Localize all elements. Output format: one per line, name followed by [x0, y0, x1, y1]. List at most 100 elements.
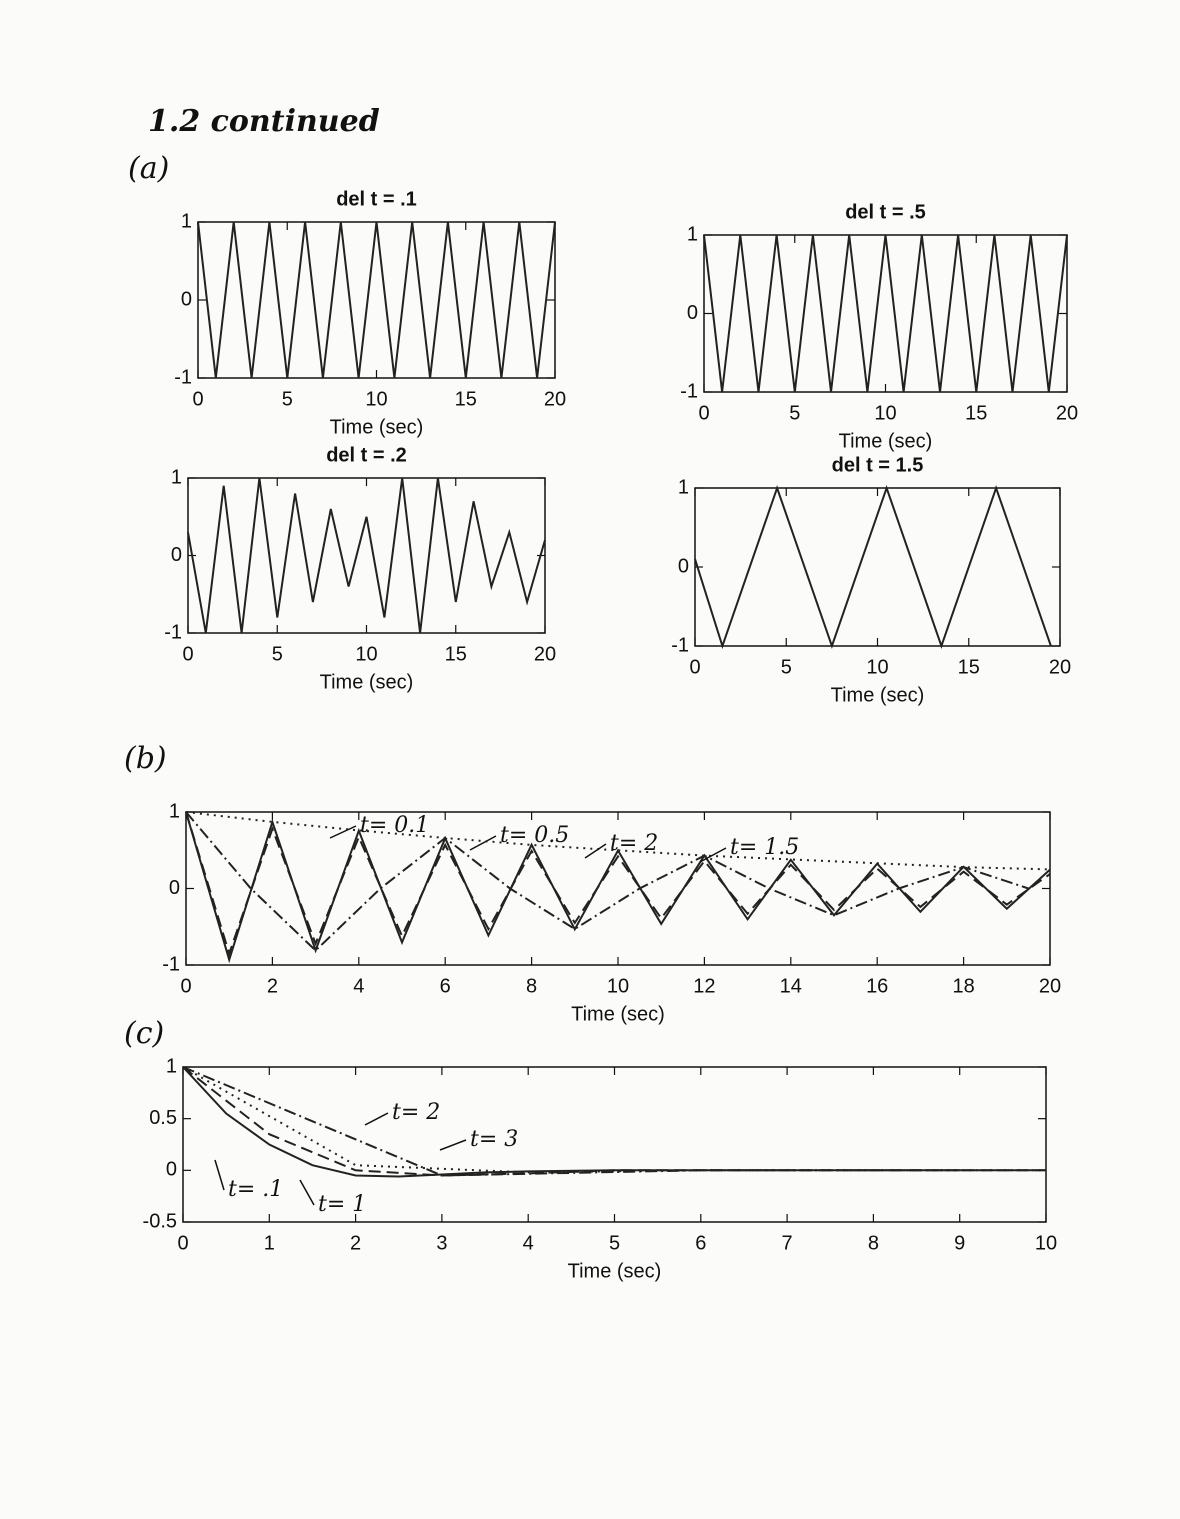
annotation-leader — [364, 1112, 389, 1126]
chart-title: del t = .2 — [326, 444, 407, 466]
y-tick-label: 0.5 — [149, 1107, 177, 1129]
x-tick-label: 20 — [534, 643, 556, 665]
section-label: (c) — [124, 1016, 164, 1051]
page-heading: 1.2 continued — [148, 104, 380, 139]
x-axis-label: Time (sec) — [330, 416, 424, 438]
section-label: (b) — [124, 741, 167, 776]
x-tick-label: 5 — [609, 1232, 620, 1254]
x-tick-label: 15 — [445, 643, 467, 665]
x-tick-label: 20 — [1049, 656, 1071, 678]
x-tick-label: 10 — [1035, 1232, 1057, 1254]
data-line — [187, 477, 546, 634]
x-tick-label: 0 — [177, 1232, 188, 1254]
x-axis-label: Time (sec) — [320, 671, 414, 693]
y-tick-label: -1 — [164, 621, 182, 643]
annotation-leader — [584, 843, 607, 859]
x-tick-label: 8 — [868, 1232, 879, 1254]
data-line — [185, 811, 1029, 952]
data-line — [182, 1066, 960, 1177]
section-label: (a) — [128, 151, 169, 186]
y-tick-label: 0 — [169, 877, 180, 899]
y-tick-label: 0 — [687, 302, 698, 324]
y-tick-label: 1 — [169, 800, 180, 822]
x-tick-label: 8 — [526, 975, 537, 997]
x-axis-label: Time (sec) — [831, 684, 925, 706]
data-line — [197, 221, 556, 379]
y-tick-label: -1 — [174, 366, 192, 388]
annotation-leader — [699, 847, 727, 863]
x-tick-label: 0 — [192, 388, 203, 410]
y-tick-label: -1 — [680, 380, 698, 402]
y-tick-label: 0 — [181, 288, 192, 310]
y-tick-label: 1 — [678, 476, 689, 498]
series-annotation: t= 0.5 — [500, 823, 569, 848]
x-tick-label: 10 — [355, 643, 377, 665]
y-tick-label: -0.5 — [143, 1210, 177, 1232]
annotation-leader — [299, 1179, 315, 1206]
series-annotation: t= .1 — [228, 1177, 283, 1202]
x-tick-label: 15 — [965, 402, 987, 424]
x-tick-label: 1 — [264, 1232, 275, 1254]
x-tick-label: 0 — [698, 402, 709, 424]
y-tick-label: -1 — [162, 953, 180, 975]
chart-title: del t = 1.5 — [832, 454, 924, 476]
y-tick-label: 1 — [181, 210, 192, 232]
x-tick-label: 10 — [874, 402, 896, 424]
x-tick-label: 10 — [866, 656, 888, 678]
chart: Time (sec)0 1 2 3 4 5 6 7 8 9 10-0.500.51t= .1t= 1… — [143, 1055, 1058, 1282]
x-tick-label: 5 — [781, 656, 792, 678]
x-tick-label: 0 — [689, 656, 700, 678]
y-tick-label: 1 — [171, 466, 182, 488]
y-tick-label: 1 — [687, 223, 698, 245]
x-tick-label: 7 — [782, 1232, 793, 1254]
chart-title: del t = .5 — [845, 201, 926, 223]
y-tick-label: -1 — [671, 634, 689, 656]
x-tick-label: 5 — [789, 402, 800, 424]
x-tick-label: 2 — [350, 1232, 361, 1254]
y-tick-label: 0 — [166, 1159, 177, 1181]
series-annotation: t= 2 — [392, 1100, 440, 1125]
series-annotation: t= 2 — [610, 831, 658, 856]
x-tick-label: 6 — [695, 1232, 706, 1254]
annotation-leader — [469, 835, 497, 851]
x-tick-label: 12 — [693, 975, 715, 997]
x-tick-label: 4 — [353, 975, 364, 997]
x-axis-label: Time (sec) — [571, 1003, 665, 1025]
chart-title: del t = .1 — [336, 188, 417, 210]
data-line — [185, 811, 1051, 871]
x-tick-label: 20 — [1039, 975, 1061, 997]
x-tick-label: 4 — [523, 1232, 534, 1254]
x-axis-label: Time (sec) — [839, 430, 933, 452]
x-tick-label: 3 — [436, 1232, 447, 1254]
data-line — [185, 811, 1051, 957]
x-tick-label: 20 — [1056, 402, 1078, 424]
y-tick-label: 0 — [171, 544, 182, 566]
annotation-leader — [214, 1159, 225, 1191]
x-tick-label: 9 — [954, 1232, 965, 1254]
series-annotation: t= 1.5 — [730, 835, 799, 860]
x-tick-label: 16 — [866, 975, 888, 997]
data-line — [694, 484, 1052, 650]
data-line — [703, 234, 1068, 393]
x-tick-label: 0 — [182, 643, 193, 665]
x-tick-label: 10 — [607, 975, 629, 997]
annotation-leader — [439, 1139, 467, 1151]
series-annotation: t= 3 — [470, 1127, 518, 1152]
y-tick-label: 1 — [166, 1055, 177, 1077]
x-tick-label: 2 — [267, 975, 278, 997]
x-tick-label: 10 — [365, 388, 387, 410]
x-tick-label: 5 — [272, 643, 283, 665]
series-annotation: t= 0.1 — [360, 813, 429, 838]
x-tick-label: 14 — [780, 975, 802, 997]
x-tick-label: 0 — [180, 975, 191, 997]
x-tick-label: 6 — [440, 975, 451, 997]
x-tick-label: 20 — [544, 388, 566, 410]
y-tick-label: 0 — [678, 555, 689, 577]
x-tick-label: 15 — [958, 656, 980, 678]
